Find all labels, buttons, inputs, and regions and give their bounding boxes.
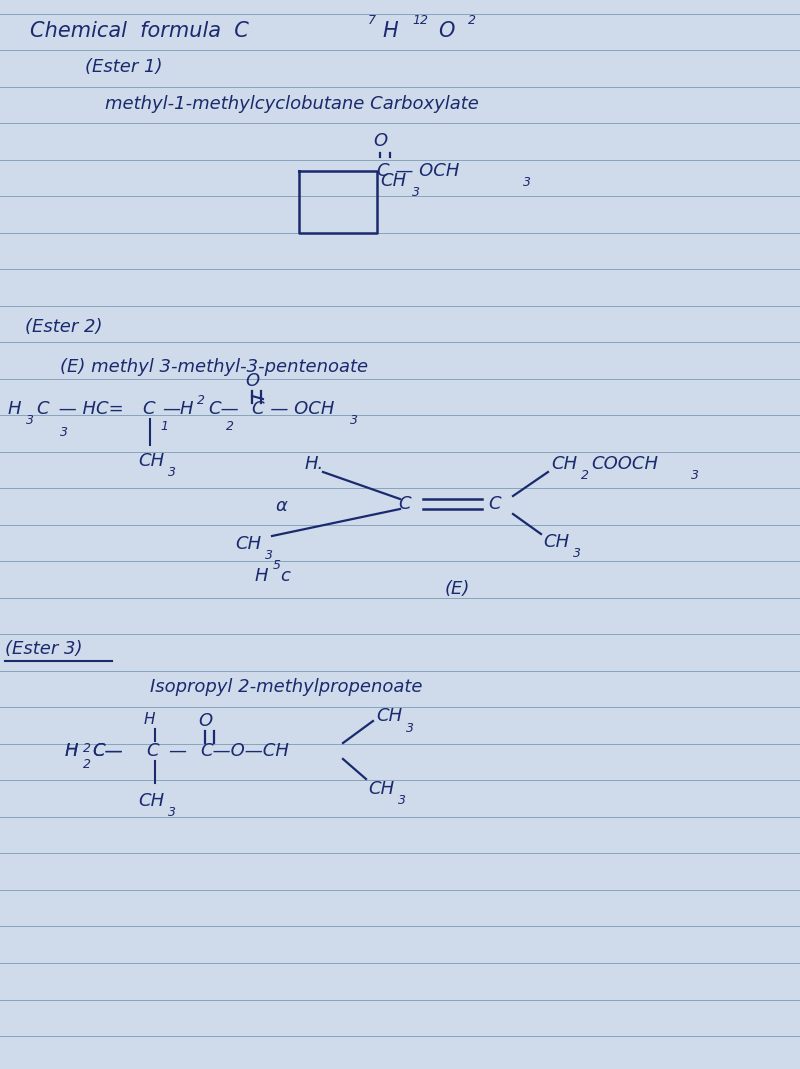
Text: CH: CH bbox=[368, 780, 394, 797]
Text: 2: 2 bbox=[226, 420, 234, 434]
Text: 2: 2 bbox=[468, 15, 476, 28]
Text: 3: 3 bbox=[523, 176, 531, 189]
Text: CH: CH bbox=[376, 707, 402, 725]
Text: 3: 3 bbox=[168, 466, 176, 480]
Text: —H: —H bbox=[162, 400, 194, 418]
Text: Chemical  formula  C: Chemical formula C bbox=[30, 21, 249, 41]
Text: methyl-1-methylcyclobutane Carboxylate: methyl-1-methylcyclobutane Carboxylate bbox=[105, 95, 479, 113]
Text: 2: 2 bbox=[83, 759, 91, 772]
Text: C: C bbox=[36, 400, 49, 418]
Text: 3: 3 bbox=[691, 469, 699, 482]
Text: 3: 3 bbox=[350, 415, 358, 428]
Text: H.: H. bbox=[305, 455, 324, 472]
Text: O: O bbox=[438, 21, 454, 41]
Text: 3: 3 bbox=[406, 722, 414, 734]
Text: 3: 3 bbox=[412, 186, 420, 200]
Text: 3: 3 bbox=[60, 427, 68, 439]
Text: CH: CH bbox=[551, 455, 577, 472]
Text: H: H bbox=[255, 567, 269, 585]
Text: O: O bbox=[373, 131, 387, 150]
Text: 2: 2 bbox=[83, 743, 91, 756]
Text: 3: 3 bbox=[573, 547, 581, 560]
Text: 3: 3 bbox=[26, 415, 34, 428]
Text: C: C bbox=[142, 400, 154, 418]
Text: — HC=: — HC= bbox=[53, 400, 124, 418]
Text: C—O—CH: C—O—CH bbox=[200, 742, 289, 760]
Text: Isopropyl 2-methylpropenoate: Isopropyl 2-methylpropenoate bbox=[150, 678, 422, 696]
Text: H: H bbox=[65, 742, 78, 760]
Text: COOCH: COOCH bbox=[591, 455, 658, 472]
Text: CH: CH bbox=[543, 533, 569, 551]
Text: H: H bbox=[65, 742, 78, 760]
Text: CH: CH bbox=[138, 792, 164, 810]
Text: C: C bbox=[489, 495, 502, 513]
Text: —: — bbox=[168, 742, 186, 760]
Text: 2: 2 bbox=[581, 469, 589, 482]
Text: H: H bbox=[8, 400, 22, 418]
Text: (Ester 2): (Ester 2) bbox=[25, 317, 102, 336]
Text: CH: CH bbox=[380, 172, 406, 190]
Text: H: H bbox=[144, 712, 155, 727]
Text: 3: 3 bbox=[265, 549, 273, 562]
Text: 5: 5 bbox=[273, 559, 281, 573]
Text: CH: CH bbox=[138, 452, 164, 470]
Text: C—: C— bbox=[92, 742, 122, 760]
Text: H: H bbox=[382, 21, 398, 41]
Text: $\alpha$: $\alpha$ bbox=[275, 497, 289, 515]
Text: C — OCH: C — OCH bbox=[377, 162, 459, 180]
Text: CH: CH bbox=[235, 534, 261, 553]
Text: C—: C— bbox=[92, 742, 122, 760]
Text: 7: 7 bbox=[368, 15, 376, 28]
Text: c: c bbox=[280, 567, 290, 585]
Text: O: O bbox=[198, 712, 212, 730]
Text: (E): (E) bbox=[445, 580, 470, 598]
Text: (Ester 3): (Ester 3) bbox=[5, 640, 82, 659]
Text: 1: 1 bbox=[160, 420, 168, 434]
Text: O: O bbox=[245, 372, 259, 390]
Text: C—: C— bbox=[208, 400, 238, 418]
Text: (E) methyl 3-methyl-3-pentenoate: (E) methyl 3-methyl-3-pentenoate bbox=[60, 358, 368, 376]
Text: 3: 3 bbox=[398, 794, 406, 807]
Text: C: C bbox=[146, 742, 158, 760]
Text: 2: 2 bbox=[197, 394, 205, 407]
Text: C: C bbox=[398, 495, 411, 513]
Text: 12: 12 bbox=[412, 15, 428, 28]
Text: 3: 3 bbox=[168, 806, 176, 820]
Text: C — OCH: C — OCH bbox=[252, 400, 334, 418]
Text: (Ester 1): (Ester 1) bbox=[85, 58, 162, 76]
